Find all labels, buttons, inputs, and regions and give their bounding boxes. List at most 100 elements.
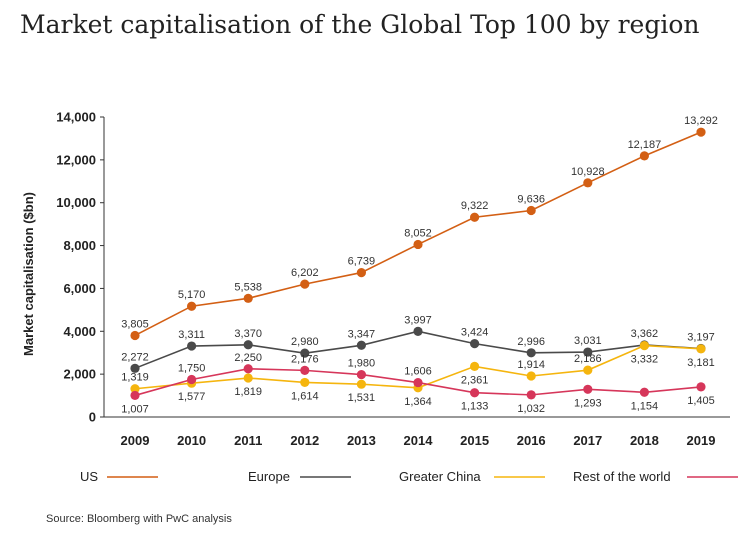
data-label: 1,007 (121, 403, 149, 415)
data-point (470, 361, 480, 372)
data-point (187, 374, 197, 385)
x-tick-label: 2014 (404, 433, 434, 448)
data-label: 3,031 (574, 335, 602, 347)
y-axis-title: Market capitalisation ($bn) (21, 192, 36, 356)
data-label: 3,197 (687, 331, 715, 343)
data-point (130, 384, 140, 394)
data-point (583, 347, 593, 357)
series-lines (134, 131, 702, 397)
data-label: 1,614 (291, 390, 319, 402)
data-point (526, 205, 536, 216)
data-label: 3,311 (178, 329, 205, 341)
data-label: 1,032 (517, 403, 545, 415)
data-label: 9,322 (461, 200, 489, 212)
data-label: 13,292 (684, 115, 718, 127)
data-point (300, 279, 310, 289)
data-point (413, 239, 423, 250)
data-label: 3,997 (404, 314, 432, 326)
data-label: 1,606 (404, 366, 432, 378)
data-point (470, 388, 480, 398)
y-tick-label: 8,000 (63, 238, 96, 253)
data-label: 1,154 (631, 400, 659, 412)
y-tick-label: 6,000 (63, 281, 96, 296)
data-point (243, 340, 253, 350)
data-point (243, 293, 253, 303)
data-point (300, 365, 310, 375)
data-label: 1,319 (121, 372, 149, 384)
x-tick-label: 2016 (517, 433, 546, 448)
data-label: 2,996 (517, 336, 545, 348)
y-tick-label: 4,000 (63, 324, 96, 339)
data-point (583, 365, 593, 375)
data-label: 1,133 (461, 401, 489, 413)
data-label: 3,181 (687, 357, 715, 369)
y-tick-label: 12,000 (56, 152, 96, 167)
data-label: 8,052 (404, 227, 432, 239)
source-note: Source: Bloomberg with PwC analysis (46, 513, 232, 525)
data-label: 1,531 (348, 392, 376, 404)
y-tick-label: 10,000 (56, 195, 96, 210)
data-point (243, 373, 253, 383)
y-tick-label: 14,000 (56, 110, 96, 125)
data-point (187, 301, 197, 311)
x-tick-label: 2012 (290, 433, 319, 448)
data-point (526, 390, 536, 400)
data-label: 10,928 (571, 166, 605, 178)
data-point (583, 178, 593, 188)
data-label: 6,739 (348, 256, 376, 268)
data-point (130, 363, 140, 373)
series-line (134, 330, 702, 370)
data-label: 2,186 (574, 353, 602, 365)
x-tick-label: 2009 (121, 433, 150, 448)
data-label: 2,250 (234, 352, 262, 364)
data-point (470, 212, 480, 222)
data-point (356, 340, 366, 350)
data-point (470, 339, 480, 349)
data-point (696, 382, 706, 392)
data-point (243, 364, 253, 374)
data-label: 2,980 (291, 336, 319, 348)
legend: US Europe Greater China Rest of the world (80, 469, 738, 484)
data-label: 3,424 (461, 327, 489, 339)
y-tick-label: 2,000 (63, 367, 96, 382)
data-label: 1,914 (517, 359, 545, 371)
series-points (130, 127, 706, 401)
legend-label: Rest of the world (573, 469, 671, 484)
data-point (413, 377, 423, 388)
x-tick-label: 2017 (573, 433, 602, 448)
axes: 0 2,000 4,000 6,000 8,000 10,000 12,000 14,000 2… (56, 110, 730, 448)
data-point (583, 384, 593, 394)
data-point (187, 341, 197, 351)
data-label: 1,750 (178, 363, 206, 375)
data-point (356, 267, 366, 278)
legend-label: Europe (248, 469, 290, 484)
x-tick-label: 2019 (687, 433, 716, 448)
data-label: 9,636 (517, 194, 545, 206)
data-label: 1,405 (687, 395, 715, 407)
data-label: 2,176 (291, 353, 319, 365)
data-label: 1,980 (348, 358, 376, 370)
data-label: 3,370 (234, 328, 262, 340)
data-point (130, 390, 140, 401)
data-label: 1,819 (234, 386, 262, 398)
data-label: 6,202 (291, 267, 319, 279)
data-point (300, 377, 310, 388)
data-point (696, 344, 706, 354)
data-label: 3,362 (631, 328, 659, 340)
data-label: 3,805 (121, 318, 149, 330)
data-label: 2,361 (461, 374, 489, 386)
x-tick-label: 2018 (630, 433, 659, 448)
chart-title: Market capitalisation of the Global Top … (20, 10, 700, 39)
x-tick-label: 2015 (460, 433, 489, 448)
data-point (526, 371, 536, 381)
data-labels: 3,805 5,170 5,538 6,202 6,739 8,052 9,322 9,636… (121, 115, 718, 415)
data-point (130, 330, 140, 341)
data-point (300, 348, 310, 358)
data-label: 3,347 (348, 328, 376, 340)
x-tick-label: 2013 (347, 433, 376, 448)
data-label: 5,170 (178, 289, 206, 301)
data-point (639, 341, 650, 351)
data-label: 12,187 (628, 139, 662, 151)
data-point (413, 326, 423, 336)
